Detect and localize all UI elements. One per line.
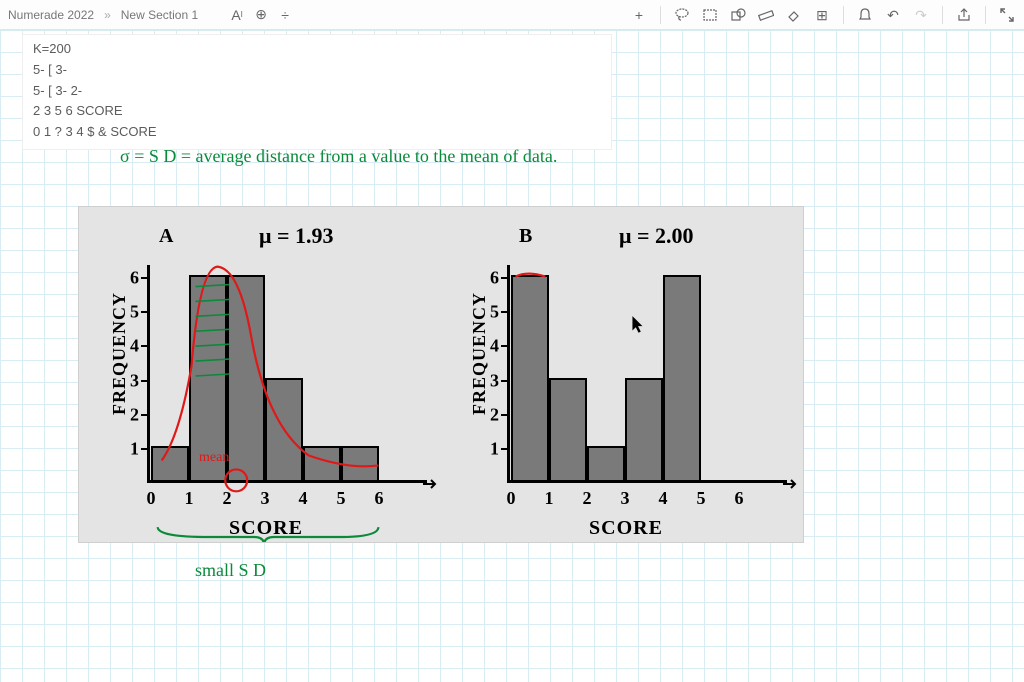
y-tick-label: 6 [481,268,499,289]
x-tick-label: 0 [141,488,161,509]
lasso-icon[interactable] [671,6,693,24]
histogram-bar [663,275,701,480]
x-tick-label: 4 [653,488,673,509]
x-axis [147,480,427,483]
y-tick-label: 1 [481,438,499,459]
bell-icon[interactable] [854,6,876,24]
y-tick-label: 2 [481,404,499,425]
panel-b-axes: 1234560123456 [507,265,787,495]
grid-icon[interactable]: ⊞ [811,6,833,24]
breadcrumb-section[interactable]: New Section 1 [121,8,198,22]
y-tick [501,311,509,313]
note-line: 5- [ 3- [33,60,601,81]
share-icon[interactable] [953,6,975,24]
sep [942,6,943,24]
add-circle-icon[interactable]: ⊕ [252,6,270,24]
y-tick-label: 3 [121,370,139,391]
y-tick [141,414,149,416]
histogram-bar [341,446,379,480]
x-tick-label: 1 [539,488,559,509]
y-tick-label: 4 [481,336,499,357]
panel-b-mu: μ = 2.00 [619,223,694,249]
note-line: 5- [ 3- 2- [33,81,601,102]
y-tick [501,345,509,347]
breadcrumb-root[interactable]: Numerade 2022 [8,8,94,22]
y-tick [501,414,509,416]
histogram-bar [151,446,189,480]
toolbar-right: + ⊞ ↶ ↷ [628,0,1018,30]
handwriting-definition: σ = S D = average distance from a value … [120,146,1000,167]
sep [985,6,986,24]
y-tick [501,380,509,382]
x-tick-label: 0 [501,488,521,509]
y-tick-label: 6 [121,268,139,289]
toolbar: Numerade 2022 » New Section 1 AI ⊕ ÷ + ⊞… [0,0,1024,30]
handwriting-mean: mean [199,450,229,466]
histogram-bar [265,378,303,481]
panel-a-label: A [159,225,173,248]
x-axis [507,480,787,483]
x-tick-label: 5 [331,488,351,509]
collapse-icon[interactable] [996,6,1018,24]
x-tick-label: 2 [577,488,597,509]
histogram-bar [303,446,341,480]
x-tick-label: 3 [255,488,275,509]
note-line: 2 3 5 6 SCORE [33,101,601,122]
histogram-figure: A μ = 1.93 FREQUENCY 1234560123456 SCORE… [78,206,804,543]
y-tick [141,277,149,279]
x-tick-label: 6 [369,488,389,509]
x-tick-label: 5 [691,488,711,509]
breadcrumb-sep: » [104,8,111,22]
eraser-icon[interactable] [783,6,805,24]
typed-notes: K=200 5- [ 3- 5- [ 3- 2- 2 3 5 6 SCORE 0… [22,34,612,150]
y-tick [501,277,509,279]
y-tick [141,448,149,450]
y-tick-label: 2 [121,404,139,425]
y-tick [141,345,149,347]
y-axis [507,265,510,483]
histogram-bar [511,275,549,480]
select-rect-icon[interactable] [699,6,721,24]
split-icon[interactable]: ÷ [276,6,294,24]
panel-b: B μ = 2.00 FREQUENCY 1234560123456 SCORE [449,215,799,534]
ruler-icon[interactable] [755,6,777,24]
handwriting-small-sd: small S D [195,560,266,581]
histogram-bar [227,275,265,480]
sep [660,6,661,24]
histogram-bar [587,446,625,480]
x-tick-label: 2 [217,488,237,509]
panel-a: A μ = 1.93 FREQUENCY 1234560123456 SCORE [89,215,439,534]
y-tick-label: 3 [481,370,499,391]
sep [843,6,844,24]
shape-icon[interactable] [727,6,749,24]
x-tick-label: 1 [179,488,199,509]
y-tick [501,448,509,450]
note-line: 0 1 ? 3 4 $ & SCORE [33,122,601,143]
y-axis [147,265,150,483]
x-tick-label: 4 [293,488,313,509]
plus-icon[interactable]: + [628,6,650,24]
y-tick [141,311,149,313]
panel-b-label: B [519,225,532,248]
y-tick-label: 1 [121,438,139,459]
x-tick-label: 3 [615,488,635,509]
histogram-bar [549,378,587,481]
y-tick [141,380,149,382]
note-line: K=200 [33,39,601,60]
panel-a-mu: μ = 1.93 [259,223,334,249]
x-tick-label: 6 [729,488,749,509]
insert-text-icon[interactable]: AI [228,6,246,24]
panel-a-xlabel: SCORE [229,517,303,540]
panel-a-axes: 1234560123456 [147,265,427,495]
y-tick-label: 5 [481,302,499,323]
redo-icon[interactable]: ↷ [910,6,932,24]
panel-b-xlabel: SCORE [589,517,663,540]
y-tick-label: 5 [121,302,139,323]
histogram-bar [625,378,663,481]
y-tick-label: 4 [121,336,139,357]
undo-icon[interactable]: ↶ [882,6,904,24]
